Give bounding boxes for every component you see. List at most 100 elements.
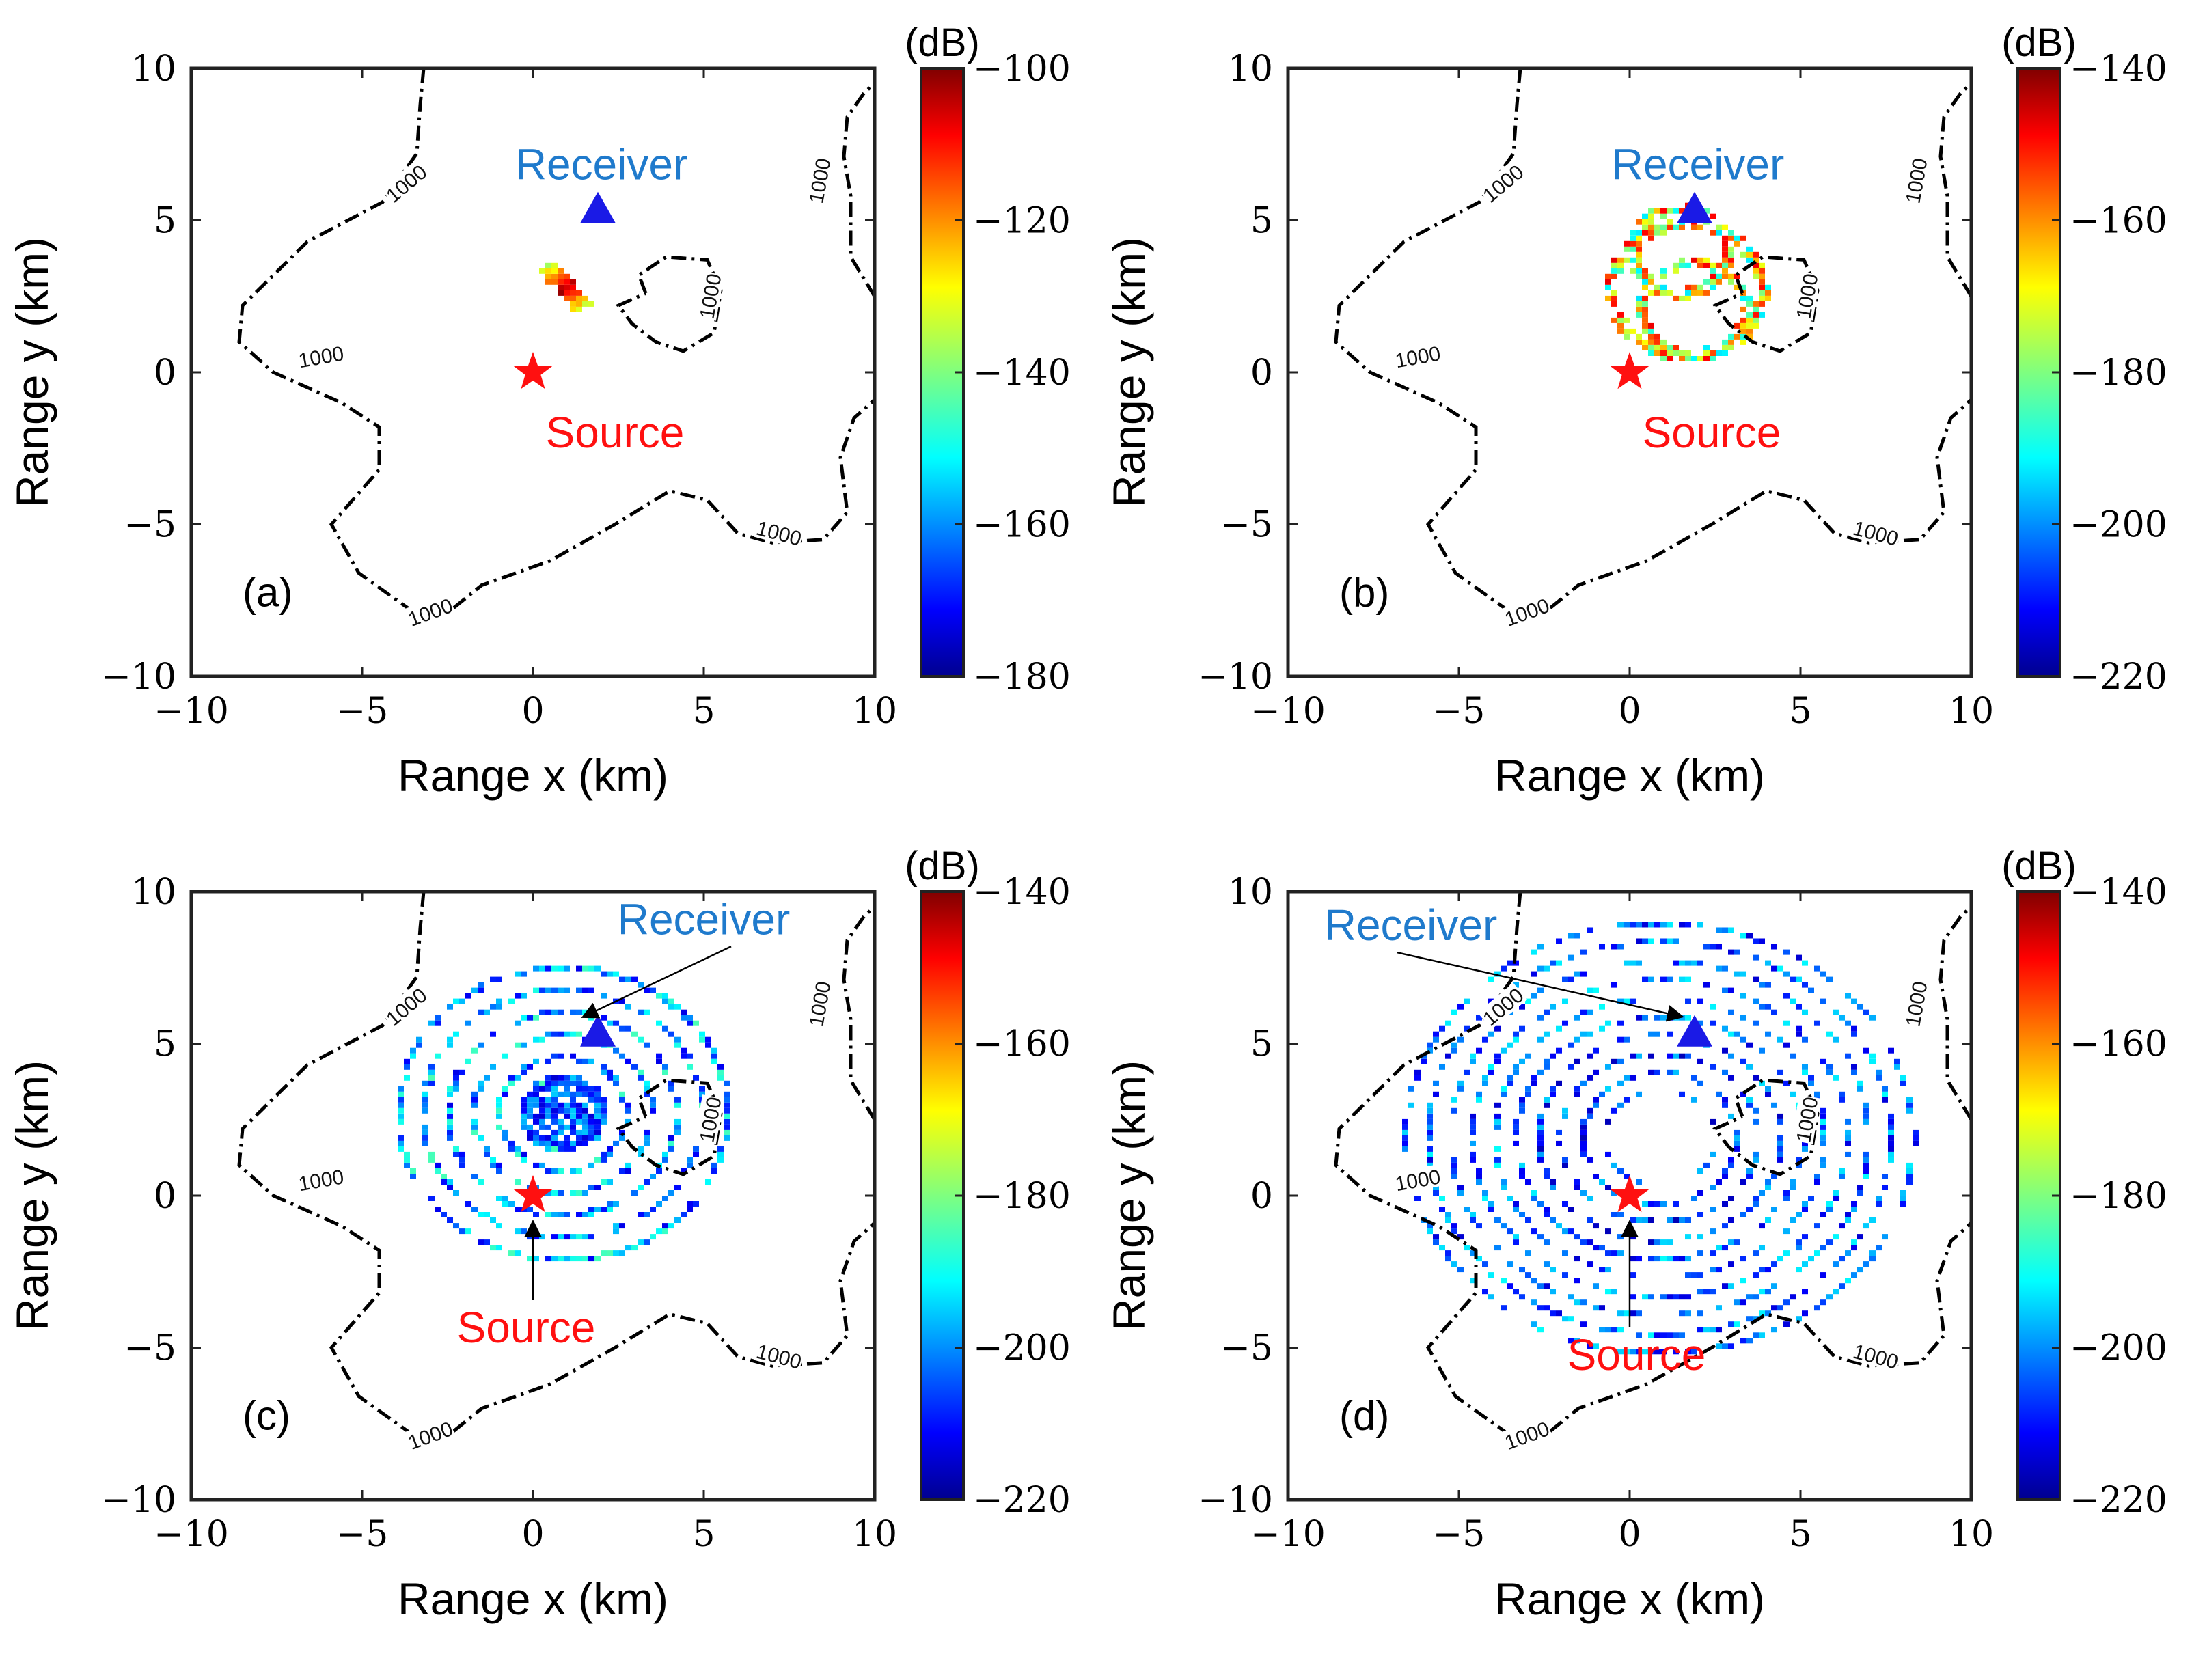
heatmap-cell xyxy=(1802,1146,1808,1152)
heatmap-cell xyxy=(662,1025,668,1032)
heatmap-cell xyxy=(410,1047,416,1054)
heatmap-cell xyxy=(410,1168,416,1174)
heatmap-cell xyxy=(607,1075,613,1081)
heatmap-cell xyxy=(1611,290,1617,296)
contour-label-bg xyxy=(1850,515,1902,549)
heatmap-cell xyxy=(1507,1042,1513,1048)
heatmap-cell xyxy=(1753,1118,1759,1125)
heatmap-cell xyxy=(619,1053,625,1059)
heatmap-cell xyxy=(1679,922,1685,928)
heatmap-cell xyxy=(1574,1015,1580,1021)
heatmap-cell xyxy=(1716,1267,1722,1273)
heatmap-cell xyxy=(681,1047,687,1054)
heatmap-cell xyxy=(1697,1250,1703,1256)
heatmap-cell xyxy=(711,1162,717,1168)
heatmap-cell xyxy=(1605,273,1611,279)
heatmap-cell xyxy=(1642,230,1648,236)
heatmap-cell xyxy=(582,1113,588,1119)
heatmap-cell xyxy=(1728,235,1734,241)
heatmap-cell xyxy=(681,1212,687,1217)
heatmap-cell xyxy=(1537,1305,1544,1311)
heatmap-cell xyxy=(398,1107,404,1114)
heatmap-cell xyxy=(1654,284,1660,290)
heatmap-cell xyxy=(1691,257,1697,263)
heatmap-cell xyxy=(1402,1140,1408,1146)
heatmap-cell xyxy=(545,1009,551,1015)
heatmap-cell xyxy=(1740,1338,1746,1344)
heatmap-cell xyxy=(1531,1321,1537,1327)
heatmap-cell xyxy=(453,1075,459,1081)
heatmap-cell xyxy=(662,1064,668,1070)
heatmap-cell xyxy=(478,987,484,993)
heatmap-cell xyxy=(551,273,558,279)
heatmap-cell xyxy=(1550,1179,1556,1185)
heatmap-cell xyxy=(717,1151,724,1157)
heatmap-cell xyxy=(1636,306,1642,312)
heatmap-cell xyxy=(1716,224,1722,230)
heatmap-cell xyxy=(1679,1294,1685,1300)
heatmap-cell xyxy=(1722,1343,1728,1349)
heatmap-cell xyxy=(1888,1118,1894,1125)
heatmap-cell xyxy=(1648,235,1654,241)
receiver-label: Receiver xyxy=(618,894,791,944)
heatmap-cell xyxy=(1611,1212,1617,1217)
heatmap-cell xyxy=(1851,1069,1857,1075)
heatmap-cell xyxy=(693,1146,699,1152)
heatmap-cell xyxy=(1660,1294,1667,1300)
heatmap-cell xyxy=(1482,1080,1488,1086)
heatmap-cell xyxy=(551,1080,558,1086)
heatmap-cell xyxy=(447,1091,453,1097)
heatmap-cell xyxy=(570,295,576,301)
heatmap-cell xyxy=(533,1058,539,1064)
heatmap-cell xyxy=(527,1102,533,1108)
heatmap-cell xyxy=(1636,339,1642,345)
heatmap-cell xyxy=(1488,1201,1494,1207)
heatmap-cell xyxy=(1654,1256,1660,1262)
heatmap-cell xyxy=(1580,971,1587,977)
heatmap-cell xyxy=(1759,268,1765,274)
heatmap-cell xyxy=(1753,1201,1759,1207)
heatmap-cell xyxy=(1562,1250,1568,1256)
contour-label-bg xyxy=(754,515,805,549)
heatmap-cell xyxy=(515,1179,521,1185)
heatmap-cell xyxy=(638,1151,644,1157)
heatmap-cell xyxy=(1876,1245,1882,1251)
heatmap-cell xyxy=(724,1102,730,1108)
heatmap-cell xyxy=(1703,279,1710,285)
heatmap-cell xyxy=(1636,1332,1642,1338)
heatmap-cell xyxy=(1722,339,1728,345)
heatmap-cell xyxy=(1421,1058,1427,1064)
contour-label-bg xyxy=(1393,1164,1442,1194)
heatmap-cell xyxy=(453,1223,459,1229)
heatmap-cell xyxy=(1568,1207,1574,1212)
heatmap-cell xyxy=(1501,1223,1507,1229)
heatmap-cell xyxy=(1796,1267,1802,1273)
heatmap-cell xyxy=(404,1058,410,1064)
heatmap-cell xyxy=(570,1091,576,1097)
heatmap-cell xyxy=(1488,1069,1494,1075)
heatmap-cell xyxy=(490,1157,496,1163)
heatmap-cell xyxy=(1869,1250,1876,1256)
heatmap-cell xyxy=(1765,960,1771,966)
heatmap-cell xyxy=(1833,1289,1839,1295)
heatmap-cell xyxy=(1513,1124,1519,1130)
heatmap-cell xyxy=(570,1118,576,1125)
heatmap-cell xyxy=(1617,1212,1624,1217)
heatmap-cell xyxy=(1556,1047,1562,1054)
heatmap-cell xyxy=(1636,1349,1642,1355)
heatmap-cell xyxy=(1716,927,1722,933)
y-tick-label: −10 xyxy=(1198,657,1273,698)
heatmap-cell xyxy=(1654,1332,1660,1338)
heatmap-cell xyxy=(1685,350,1691,356)
heatmap-cell xyxy=(490,1004,496,1010)
heatmap-cell xyxy=(613,1228,619,1235)
heatmap-cell xyxy=(1740,993,1746,999)
heatmap-cell xyxy=(1568,1294,1574,1300)
heatmap-cell xyxy=(1802,1036,1808,1043)
heatmap-cell xyxy=(1611,301,1617,307)
y-tick-label: 0 xyxy=(1250,353,1273,394)
heatmap-cell xyxy=(1722,350,1728,356)
heatmap-cell xyxy=(496,1124,502,1130)
heatmap-cell xyxy=(1587,1239,1593,1245)
heatmap-cell xyxy=(1753,954,1759,961)
